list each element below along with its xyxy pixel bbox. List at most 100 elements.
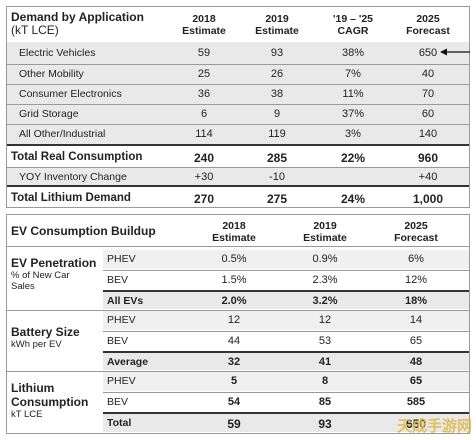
cell-value: 44: [227, 335, 241, 347]
row-label: BEV: [107, 396, 129, 408]
cell-value: 270: [193, 192, 215, 206]
cell-value: 38%: [341, 47, 365, 59]
table-row: Total 59 93 650: [103, 412, 469, 432]
lithium-consumption-label: Lithium Consumption kT LCE: [11, 381, 88, 420]
cell-value: 140: [418, 128, 438, 140]
battery-size-label: Battery Size kWh per EV: [11, 325, 80, 350]
application-row: Electric Vehicles 59 93 38% 650: [7, 44, 469, 62]
cell-value: 650: [418, 47, 438, 59]
ev-penetration-sub1: % of New Car: [11, 270, 70, 281]
application-row: All Other/Industrial 114 119 3% 140: [7, 124, 469, 142]
cell-value: 240: [193, 151, 215, 165]
cell-value: 114: [195, 128, 213, 140]
cell-value: 12: [227, 314, 241, 326]
cell-value: 59: [227, 417, 241, 431]
cell-value: 1,000: [412, 192, 444, 206]
row-label: All EVs: [107, 295, 144, 307]
table-row: BEV 1.5% 2.3% 12%: [103, 270, 469, 289]
ev-header-2018-year: 2018: [222, 220, 246, 232]
table-row: Average 32 41 48: [103, 351, 469, 370]
row-label: Total Lithium Demand: [11, 192, 131, 204]
cell-value: 32: [227, 356, 241, 368]
cell-value: 38: [270, 88, 284, 100]
cell-value: +30: [194, 171, 214, 183]
table-row: BEV 54 85 585: [103, 392, 469, 411]
application-row: Other Mobility 25 26 7% 40: [7, 64, 469, 82]
cell-value: 0.5%: [221, 253, 247, 265]
application-row: [7, 42, 469, 144]
cell-value: 18%: [404, 295, 428, 307]
ev-penetration-sub2: Sales: [11, 281, 35, 292]
cell-value: 8: [321, 375, 329, 387]
cell-value: 22%: [340, 151, 366, 165]
row-label: BEV: [107, 335, 129, 347]
table-row: PHEV 12 12 14: [103, 311, 469, 330]
cell-value: 60: [421, 108, 435, 120]
cell-value: 650: [405, 417, 427, 431]
header-2019-sub: Estimate: [255, 25, 299, 37]
header-cagr: '19 – '25 CAGR: [318, 13, 388, 37]
ev-penetration-label: EV Penetration % of New Car Sales: [11, 256, 96, 292]
header-2025-year: 2025: [416, 13, 440, 25]
cell-value: 3%: [345, 128, 361, 140]
battery-size-sub: kWh per EV: [11, 339, 62, 350]
cell-value: 9: [273, 108, 281, 120]
row-label: BEV: [107, 274, 129, 286]
demand-header-row: Demand by Application (kT LCE) 2018 Esti…: [7, 7, 469, 41]
cell-value: 585: [406, 396, 426, 408]
battery-size-section: Battery Size kWh per EV: [7, 310, 469, 370]
cell-value: 12: [318, 314, 332, 326]
arrow-pointer-icon: [440, 48, 470, 56]
header-2025: 2025 Forecast: [393, 13, 463, 37]
application-row: Consumer Electronics 36 38 11% 70: [7, 84, 469, 102]
cell-value: 119: [268, 128, 286, 140]
ev-header-2019: 2019 Estimate: [290, 220, 360, 244]
demand-title-unit: (kT LCE): [11, 23, 59, 37]
application-row: Grid Storage 6 9 37% 60: [7, 104, 469, 122]
cell-value: 40: [421, 68, 435, 80]
cell-value: 7%: [345, 68, 361, 80]
ev-penetration-section: EV Penetration % of New Car Sales: [7, 248, 469, 308]
cell-value: 26: [270, 68, 284, 80]
cell-value: 2.0%: [221, 295, 247, 307]
row-label: Total: [107, 417, 132, 429]
cell-value: 6: [200, 108, 208, 120]
cell-value: 85: [318, 396, 332, 408]
row-label: Other Mobility: [19, 68, 84, 80]
cell-value: 54: [227, 396, 241, 408]
lithium-consumption-sub: kT LCE: [11, 409, 43, 420]
ev-title: EV Consumption Buildup: [11, 224, 156, 238]
ev-header-2018-sub: Estimate: [212, 232, 256, 244]
cell-value: 0.9%: [312, 253, 338, 265]
cell-value: 53: [318, 335, 332, 347]
cell-value: 11%: [342, 88, 364, 100]
ev-header-2018: 2018 Estimate: [199, 220, 269, 244]
cell-value: 93: [318, 417, 332, 431]
header-cagr-range: '19 – '25: [332, 13, 374, 25]
demand-title: Demand by Application (kT LCE): [11, 11, 144, 37]
cell-value: 65: [409, 375, 423, 387]
lithium-consumption-title-1: Lithium: [11, 381, 55, 395]
cell-value: 25: [197, 68, 211, 80]
header-2019-year: 2019: [265, 13, 289, 25]
row-label: YOY Inventory Change: [19, 171, 127, 183]
row-label: Total Real Consumption: [11, 151, 143, 163]
row-label: Electric Vehicles: [19, 47, 96, 59]
ev-header-2025: 2025 Forecast: [381, 220, 451, 244]
cell-value: 5: [230, 375, 238, 387]
cell-value: 59: [197, 47, 211, 59]
header-2025-sub: Forecast: [406, 25, 450, 37]
cell-value: 1.5%: [221, 274, 247, 286]
ev-penetration-title: EV Penetration: [11, 256, 97, 270]
yoy-inventory-row: YOY Inventory Change +30 -10 +40: [7, 167, 469, 185]
battery-size-title: Battery Size: [11, 325, 80, 339]
cell-value: 70: [421, 88, 435, 100]
lithium-consumption-title-2: Consumption: [11, 395, 89, 409]
row-label: PHEV: [107, 314, 136, 326]
row-label: All Other/Industrial: [19, 128, 106, 140]
demand-table: Demand by Application (kT LCE) 2018 Esti…: [6, 6, 470, 208]
header-2018-sub: Estimate: [182, 25, 226, 37]
total-lithium-demand-row: Total Lithium Demand 270 275 24% 1,000: [7, 185, 469, 207]
cell-value: 36: [197, 88, 211, 100]
row-label: Consumer Electronics: [19, 88, 122, 100]
